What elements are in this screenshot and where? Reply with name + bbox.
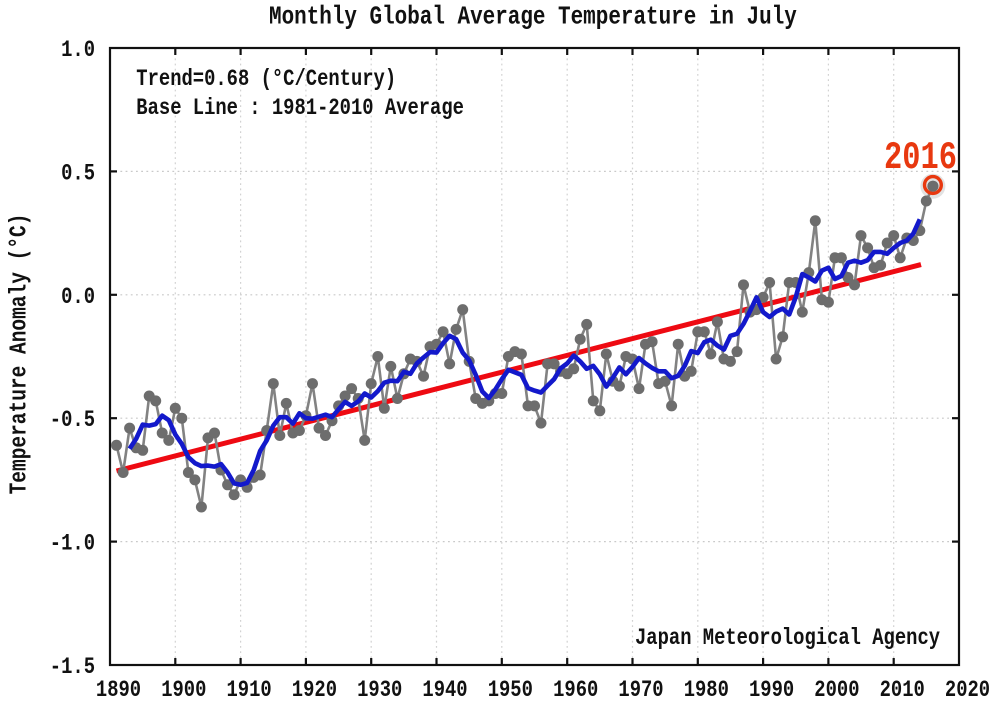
svg-text:1900: 1900: [161, 679, 206, 704]
svg-text:2020: 2020: [945, 679, 990, 704]
svg-text:Trend=0.68 (°C/Century): Trend=0.68 (°C/Century): [136, 67, 396, 92]
svg-text:-1.5: -1.5: [50, 656, 95, 681]
svg-text:1980: 1980: [684, 679, 729, 704]
svg-text:-1.0: -1.0: [50, 532, 95, 557]
svg-text:-0.5: -0.5: [50, 409, 95, 434]
svg-text:1950: 1950: [488, 679, 533, 704]
svg-text:2000: 2000: [814, 679, 859, 704]
svg-text:1920: 1920: [292, 679, 337, 704]
svg-text:1970: 1970: [618, 679, 663, 704]
svg-text:0.0: 0.0: [61, 285, 95, 310]
svg-text:1940: 1940: [422, 679, 467, 704]
svg-text:Monthly Global Average Tempera: Monthly Global Average Temperature in Ju…: [269, 4, 797, 32]
svg-text:1910: 1910: [226, 679, 271, 704]
svg-text:0.5: 0.5: [61, 162, 95, 187]
svg-text:1930: 1930: [357, 679, 402, 704]
svg-text:1.0: 1.0: [61, 39, 95, 64]
svg-text:1960: 1960: [553, 679, 598, 704]
svg-text:Base Line : 1981-2010 Average: Base Line : 1981-2010 Average: [136, 96, 464, 121]
svg-text:1990: 1990: [749, 679, 794, 704]
svg-text:Japan Meteorological Agency: Japan Meteorological Agency: [635, 626, 940, 651]
svg-text:Temperature Anomaly (°C): Temperature Anomaly (°C): [6, 214, 33, 495]
svg-text:1890: 1890: [96, 679, 141, 704]
svg-text:2010: 2010: [880, 679, 925, 704]
svg-text:2016: 2016: [884, 136, 957, 181]
